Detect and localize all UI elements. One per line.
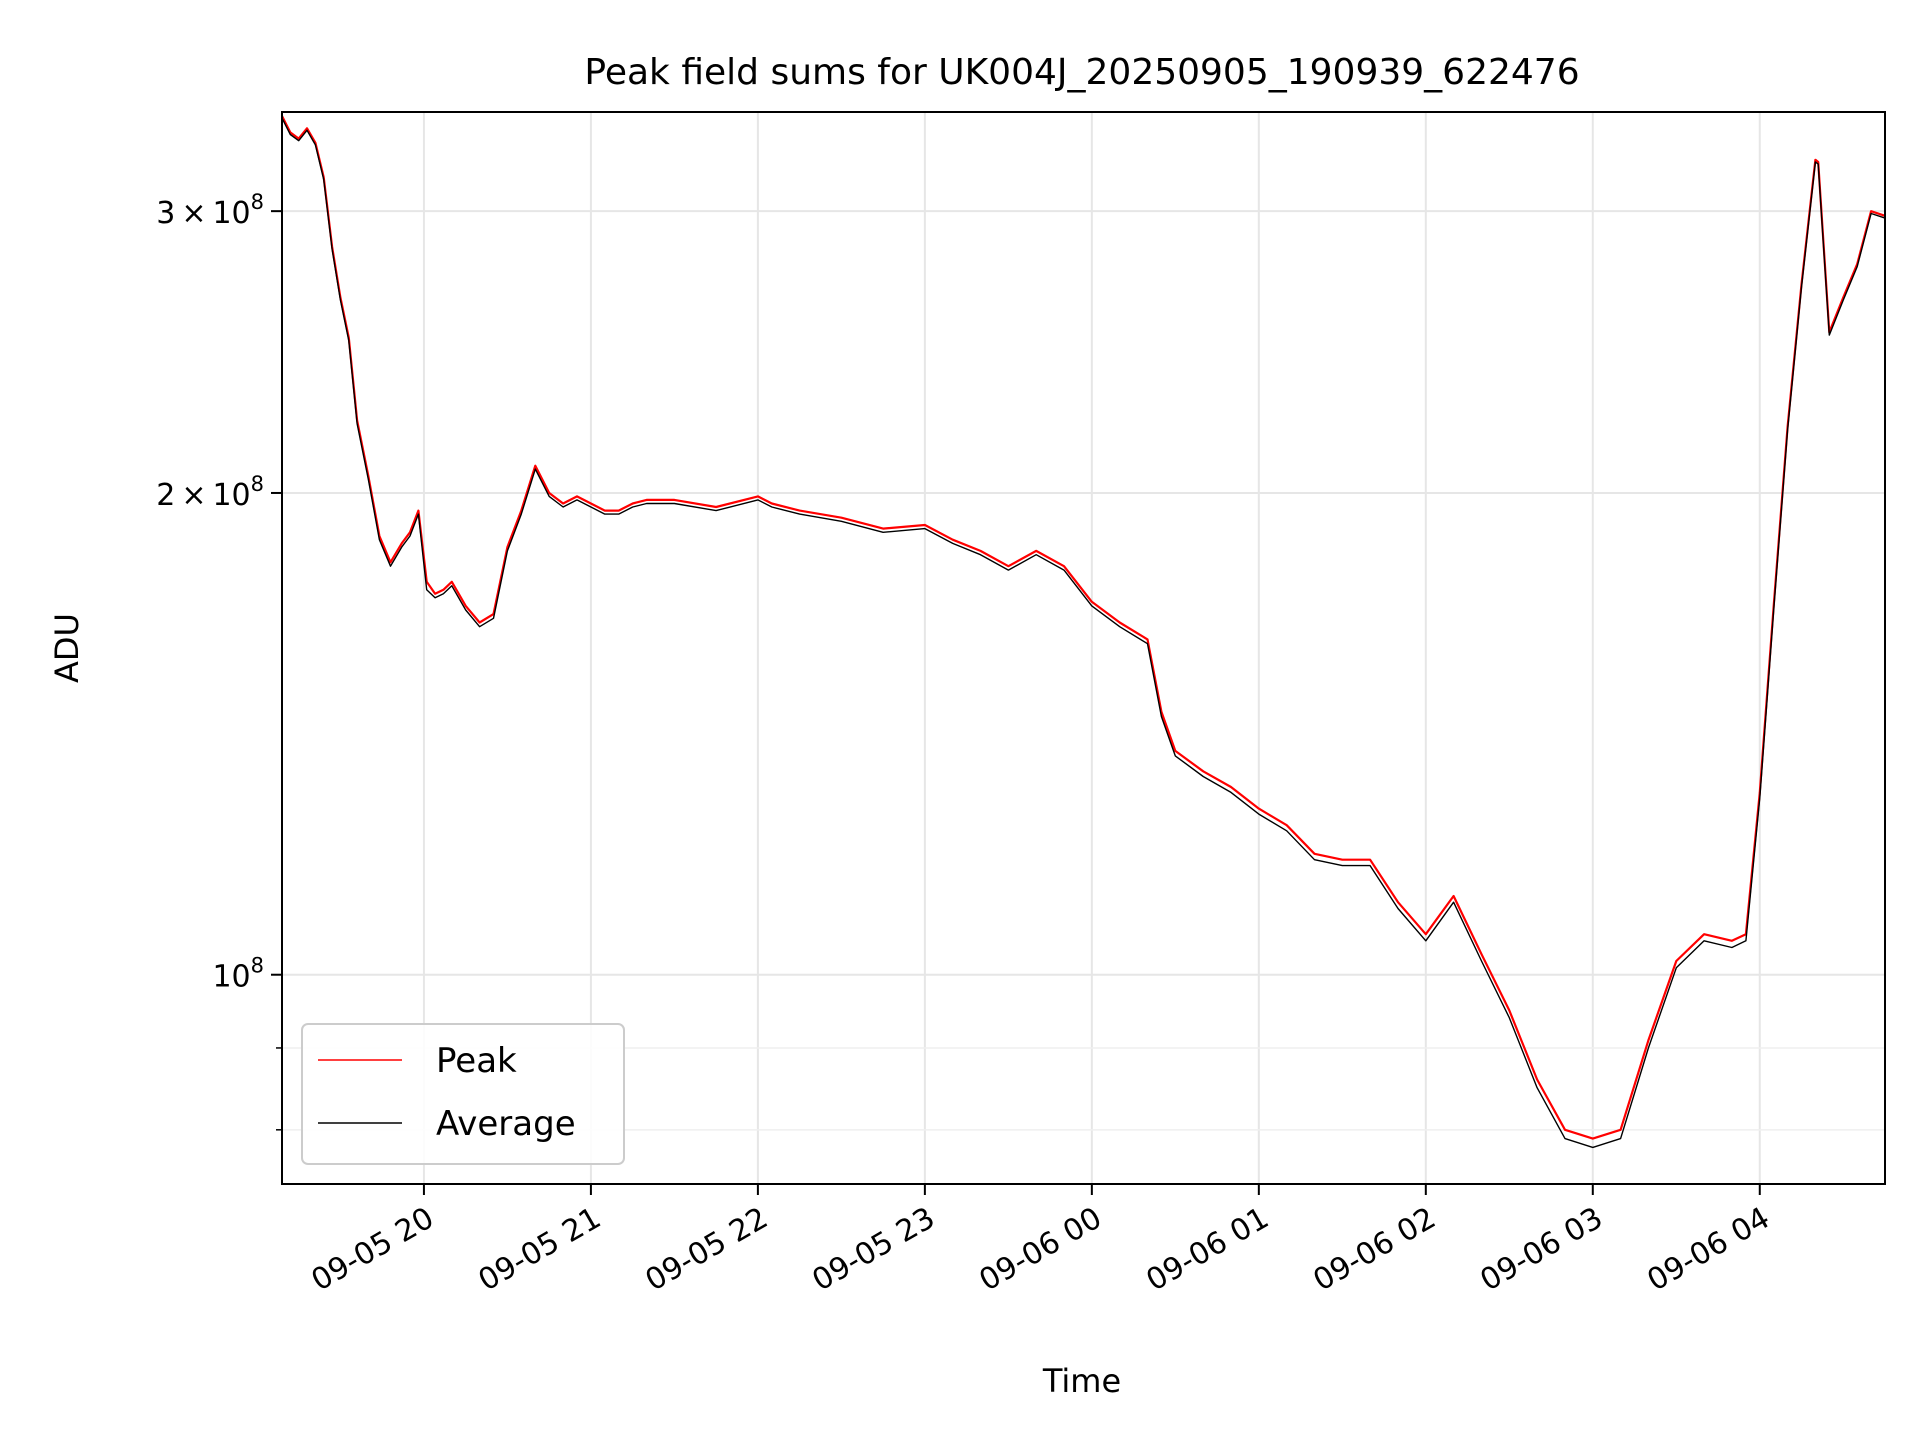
y-tick-label: 2 × 108	[156, 472, 264, 513]
y-tick-label: 3 × 108	[156, 190, 264, 231]
chart-title: Peak field sums for UK004J_20250905_1909…	[584, 52, 1579, 93]
x-axis-label: Time	[1042, 1362, 1121, 1400]
series-group	[281, 115, 1886, 1149]
legend-label-peak: Peak	[436, 1041, 517, 1081]
y-axis: 108 2 × 108 3 × 108	[156, 190, 282, 1131]
y-axis-label: ADU	[48, 613, 86, 683]
legend: Peak Average	[301, 1023, 625, 1165]
y-tick-label: 108	[212, 954, 264, 995]
legend-label-average: Average	[436, 1104, 576, 1144]
series-line-peak	[281, 115, 1886, 1140]
plot-frame	[281, 111, 1886, 1185]
legend-box	[301, 1023, 625, 1165]
series-line-average	[281, 117, 1886, 1149]
